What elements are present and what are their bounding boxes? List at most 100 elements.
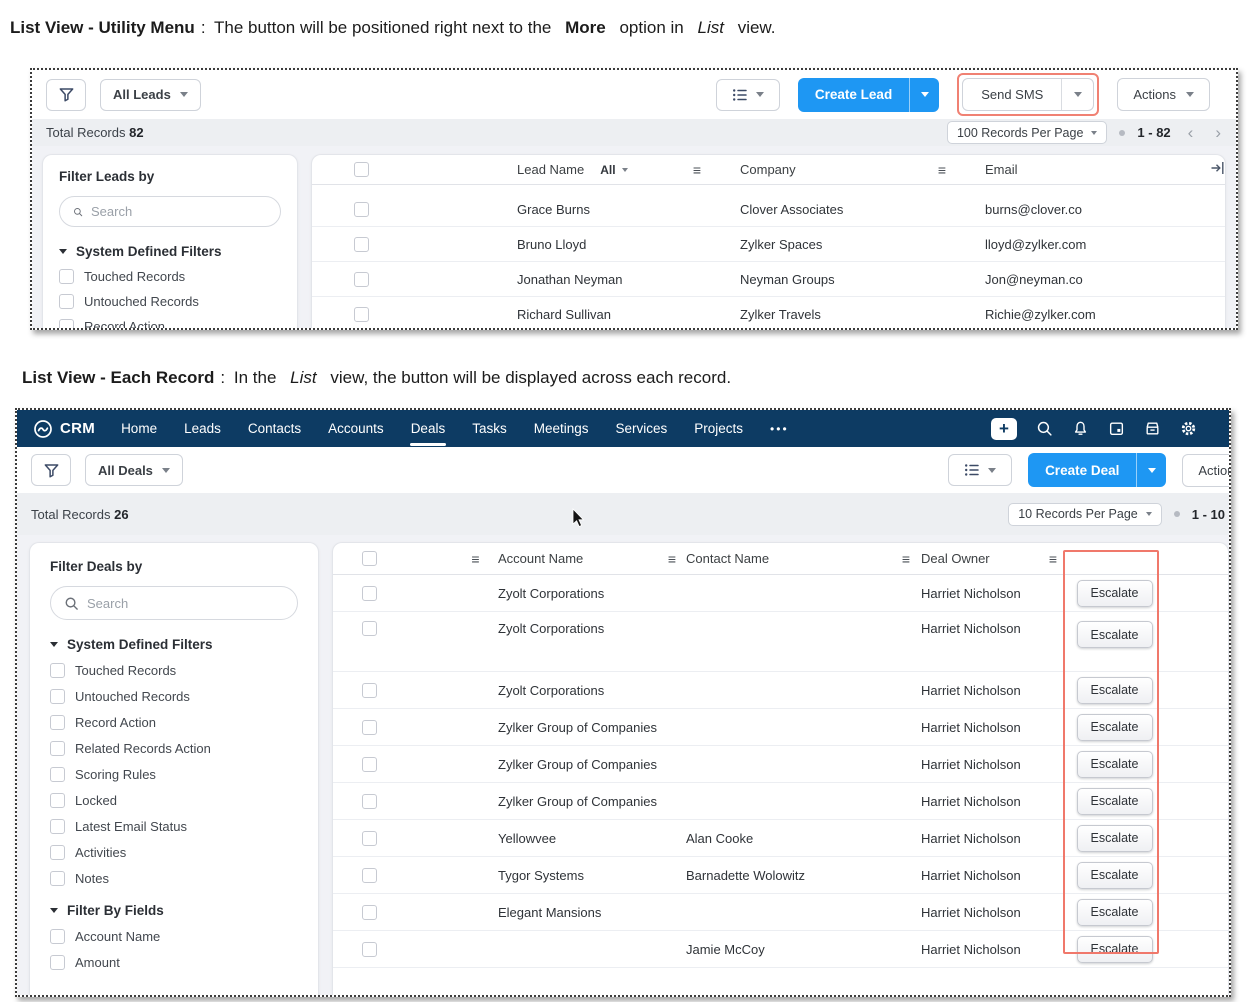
filter-item-account-name[interactable]: Account Name bbox=[50, 929, 298, 944]
table-row[interactable]: Jonathan Neyman Neyman Groups Jon@neyman… bbox=[312, 262, 1225, 297]
filter-item-notes[interactable]: Notes bbox=[50, 871, 298, 886]
escalate-button[interactable]: Escalate bbox=[1076, 787, 1153, 815]
escalate-button[interactable]: Escalate bbox=[1076, 935, 1153, 963]
checkbox[interactable] bbox=[50, 663, 65, 678]
next-page-button[interactable]: › bbox=[1215, 123, 1221, 142]
table-row[interactable]: Zyolt Corporations Harriet Nicholson Esc… bbox=[333, 612, 1228, 672]
notifications-bell-icon[interactable] bbox=[1072, 420, 1089, 437]
table-row[interactable]: Zyolt Corporations Harriet Nicholson Esc… bbox=[333, 672, 1228, 709]
filter-item-locked[interactable]: Locked bbox=[50, 793, 298, 808]
table-row[interactable]: Yellowvee Alan Cooke Harriet Nicholson E… bbox=[333, 820, 1228, 857]
send-sms-label[interactable]: Send SMS bbox=[981, 87, 1044, 102]
table-row[interactable]: Tygor Systems Barnadette Wolowitz Harrie… bbox=[333, 857, 1228, 894]
column-header-company[interactable]: Company bbox=[740, 162, 796, 177]
checkbox[interactable] bbox=[50, 689, 65, 704]
table-row[interactable]: Zylker Group of Companies Harriet Nichol… bbox=[333, 709, 1228, 746]
column-organizer-icon[interactable] bbox=[1210, 161, 1225, 178]
row-checkbox[interactable] bbox=[362, 719, 377, 735]
column-menu-icon[interactable]: ≡ bbox=[1048, 550, 1058, 567]
table-row[interactable]: Bruno Lloyd Zylker Spaces lloyd@zylker.c… bbox=[312, 227, 1225, 262]
list-display-dropdown[interactable] bbox=[715, 78, 780, 111]
nav-more-icon[interactable]: ••• bbox=[770, 421, 789, 436]
row-checkbox[interactable] bbox=[362, 830, 377, 846]
column-header-deal-owner[interactable]: Deal Owner bbox=[921, 551, 990, 566]
table-row[interactable]: Elegant Mansions Harriet Nicholson Escal… bbox=[333, 894, 1228, 931]
checkbox[interactable] bbox=[50, 741, 65, 756]
filter-item-record-action[interactable]: Record Action bbox=[50, 715, 298, 730]
send-sms-menu[interactable] bbox=[1061, 79, 1093, 110]
filter-item-amount[interactable]: Amount bbox=[50, 955, 298, 970]
create-deal-menu[interactable] bbox=[1136, 453, 1166, 487]
nav-item-accounts[interactable]: Accounts bbox=[328, 421, 384, 436]
sidebar-search[interactable] bbox=[50, 586, 298, 620]
checkbox[interactable] bbox=[50, 793, 65, 808]
row-checkbox[interactable] bbox=[362, 585, 377, 601]
escalate-button[interactable]: Escalate bbox=[1076, 861, 1153, 889]
column-menu-icon[interactable]: ≡ bbox=[471, 550, 480, 567]
escalate-button[interactable]: Escalate bbox=[1076, 824, 1153, 852]
send-sms-button[interactable]: Send SMS bbox=[962, 78, 1095, 111]
escalate-button[interactable]: Escalate bbox=[1076, 898, 1153, 926]
filter-item-touched-records[interactable]: Touched Records bbox=[59, 269, 281, 284]
create-deal-label[interactable]: Create Deal bbox=[1045, 462, 1120, 478]
checkbox[interactable] bbox=[59, 269, 74, 284]
create-deal-button[interactable]: Create Deal bbox=[1028, 453, 1167, 487]
column-header-contact-name[interactable]: Contact Name bbox=[686, 551, 770, 566]
checkbox[interactable] bbox=[50, 955, 65, 970]
search-input[interactable] bbox=[87, 595, 284, 611]
nav-item-deals[interactable]: Deals bbox=[409, 421, 446, 446]
row-checkbox[interactable] bbox=[354, 271, 369, 287]
nav-item-tasks[interactable]: Tasks bbox=[472, 421, 507, 436]
create-lead-button[interactable]: Create Lead bbox=[797, 77, 940, 112]
row-checkbox[interactable] bbox=[362, 867, 377, 883]
checkbox[interactable] bbox=[50, 845, 65, 860]
records-per-page-dropdown[interactable]: 10 Records Per Page bbox=[1008, 502, 1162, 526]
view-selector-dropdown[interactable]: All Leads bbox=[100, 78, 201, 111]
view-selector-dropdown[interactable]: All Deals bbox=[85, 454, 183, 486]
lead-name-filter-dropdown[interactable]: All bbox=[600, 163, 628, 177]
checkbox[interactable] bbox=[50, 767, 65, 782]
search-icon[interactable] bbox=[1036, 420, 1053, 437]
filter-group-system-defined[interactable]: System Defined Filters bbox=[50, 637, 298, 652]
lead-name-cell[interactable]: Grace Burns bbox=[517, 201, 590, 217]
row-checkbox[interactable] bbox=[362, 904, 377, 920]
filter-group-system-defined[interactable]: System Defined Filters bbox=[59, 244, 281, 259]
filter-item-untouched-records[interactable]: Untouched Records bbox=[59, 294, 281, 309]
row-checkbox[interactable] bbox=[362, 621, 377, 636]
lead-name-cell[interactable]: Bruno Lloyd bbox=[517, 236, 587, 252]
row-checkbox[interactable] bbox=[354, 201, 369, 217]
filter-group-by-fields[interactable]: Filter By Fields bbox=[50, 903, 298, 918]
nav-item-home[interactable]: Home bbox=[121, 421, 158, 436]
create-lead-label[interactable]: Create Lead bbox=[814, 87, 893, 102]
nav-item-leads[interactable]: Leads bbox=[184, 421, 221, 436]
lead-name-cell[interactable]: Richard Sullivan bbox=[517, 306, 611, 322]
quick-create-button[interactable]: + bbox=[991, 417, 1017, 440]
list-display-dropdown[interactable] bbox=[948, 454, 1013, 486]
filter-button[interactable] bbox=[46, 78, 86, 111]
nav-item-meetings[interactable]: Meetings bbox=[533, 421, 589, 436]
filter-item-activities[interactable]: Activities bbox=[50, 845, 298, 860]
column-header-account-name[interactable]: Account Name bbox=[498, 551, 584, 566]
select-all-checkbox[interactable] bbox=[354, 162, 369, 177]
marketplace-icon[interactable] bbox=[1144, 420, 1161, 437]
escalate-button[interactable]: Escalate bbox=[1076, 713, 1153, 741]
table-row[interactable]: Zylker Group of Companies Harriet Nichol… bbox=[333, 783, 1228, 820]
table-row[interactable]: Zylker Group of Companies Harriet Nichol… bbox=[333, 746, 1228, 783]
column-menu-icon[interactable]: ≡ bbox=[667, 550, 677, 567]
filter-item-untouched-records[interactable]: Untouched Records bbox=[50, 689, 298, 704]
escalate-button[interactable]: Escalate bbox=[1076, 676, 1153, 704]
select-all-checkbox[interactable] bbox=[362, 551, 377, 566]
row-checkbox[interactable] bbox=[354, 236, 369, 252]
nav-item-projects[interactable]: Projects bbox=[694, 421, 744, 436]
checkbox[interactable] bbox=[59, 294, 74, 309]
actions-dropdown[interactable]: Actions bbox=[1117, 78, 1210, 111]
checkbox[interactable] bbox=[50, 929, 65, 944]
lead-name-cell[interactable]: Jonathan Neyman bbox=[517, 271, 623, 287]
row-checkbox[interactable] bbox=[362, 941, 377, 957]
filter-item-record-action[interactable]: Record Action bbox=[59, 319, 281, 328]
column-header-email[interactable]: Email bbox=[985, 162, 1018, 177]
row-checkbox[interactable] bbox=[362, 756, 377, 772]
table-row[interactable]: Grace Burns Clover Associates burns@clov… bbox=[312, 192, 1225, 227]
row-checkbox[interactable] bbox=[362, 682, 377, 698]
nav-item-contacts[interactable]: Contacts bbox=[247, 421, 302, 436]
